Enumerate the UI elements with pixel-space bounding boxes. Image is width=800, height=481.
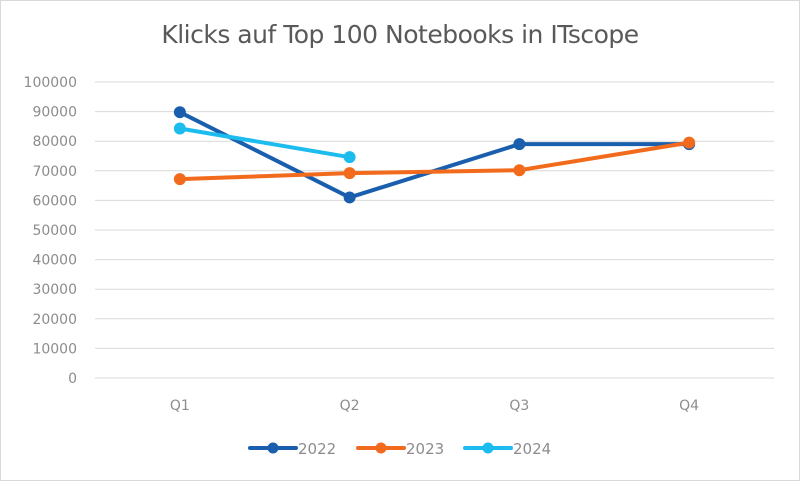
y-tick-label: 50000 (32, 223, 77, 239)
y-tick-label: 90000 (32, 105, 77, 121)
y-tick-label: 0 (68, 371, 77, 387)
x-tick-label: Q4 (679, 398, 699, 414)
series-line-2024 (177, 126, 352, 160)
x-tick-label: Q3 (509, 398, 529, 414)
data-point (173, 122, 186, 135)
data-point (513, 164, 526, 177)
legend-marker (375, 442, 387, 454)
data-point (173, 106, 186, 119)
legend-label-2022: 2022 (298, 440, 336, 458)
y-tick-label: 30000 (32, 282, 77, 298)
legend-label-2023: 2023 (406, 440, 444, 458)
y-tick-label: 20000 (32, 312, 77, 328)
y-tick-label: 100000 (24, 75, 77, 91)
data-point (343, 151, 356, 164)
y-tick-label: 60000 (32, 193, 77, 209)
x-tick-label: Q1 (170, 398, 190, 414)
chart-title: Klicks auf Top 100 Notebooks in ITscope (161, 20, 639, 49)
y-tick-label: 80000 (32, 134, 77, 150)
data-point (343, 191, 356, 204)
legend-label-2024: 2024 (513, 440, 551, 458)
y-tick-label: 40000 (32, 253, 77, 269)
data-point (683, 136, 696, 149)
legend-marker (267, 442, 279, 454)
data-point (173, 173, 186, 186)
data-point (343, 167, 356, 180)
legend-marker (482, 442, 494, 454)
data-point (513, 138, 526, 151)
series-line-2023 (177, 140, 692, 182)
x-tick-label: Q2 (340, 398, 360, 414)
y-tick-label: 70000 (32, 164, 77, 180)
y-tick-label: 10000 (32, 341, 77, 357)
